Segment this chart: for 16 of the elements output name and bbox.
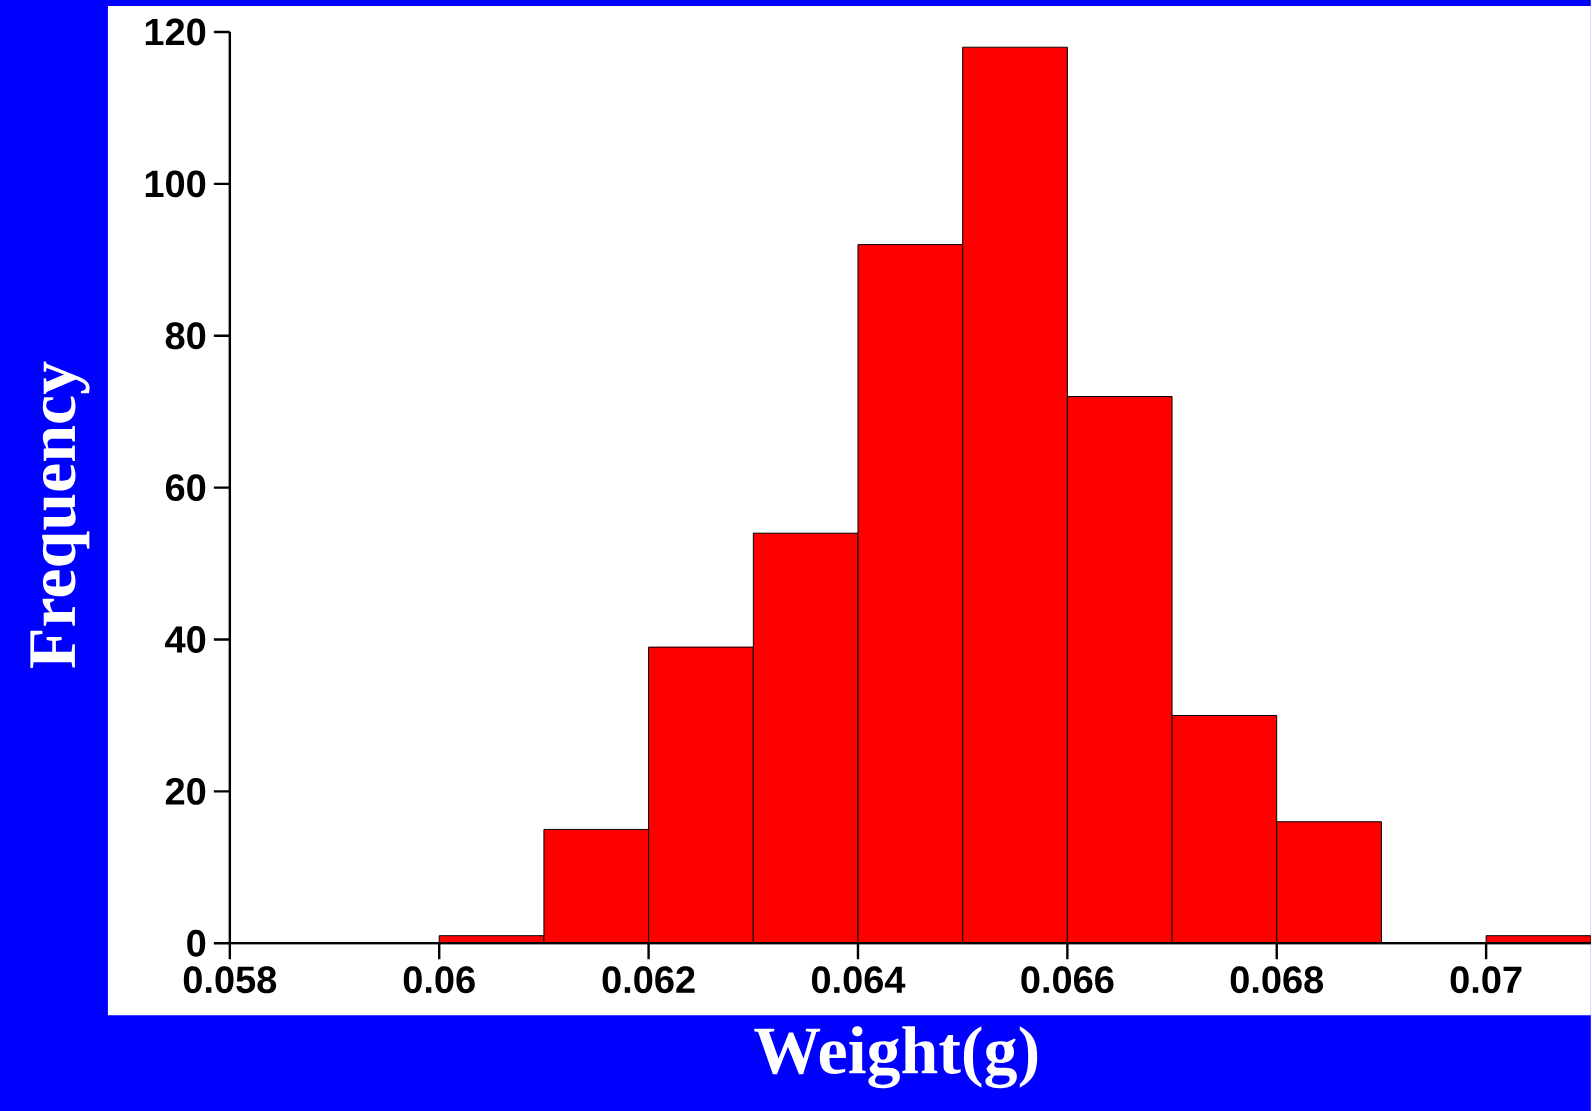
y-tick-label: 40 [165, 625, 206, 653]
x-tick-label: 0.066 [1021, 966, 1114, 994]
x-tick-label: 0.068 [1230, 966, 1324, 994]
y-tick-label: 0 [187, 929, 206, 957]
y-tick-label: 80 [165, 322, 206, 350]
y-tick-label: 20 [165, 777, 206, 805]
y-tick-label: 120 [145, 18, 206, 46]
x-tick-label: 0.06 [403, 966, 475, 994]
x-tick-label: 0.058 [183, 966, 277, 994]
x-axis-title: Weight(g) [754, 1026, 1038, 1089]
y-axis-title: Frequency [30, 361, 90, 668]
x-tick-label: 0.064 [811, 966, 906, 994]
x-tick-label: 0.062 [602, 966, 695, 994]
y-tick-label: 100 [145, 170, 206, 198]
y-tick-label: 60 [165, 474, 206, 501]
x-tick-label: 0.07 [1450, 966, 1522, 994]
